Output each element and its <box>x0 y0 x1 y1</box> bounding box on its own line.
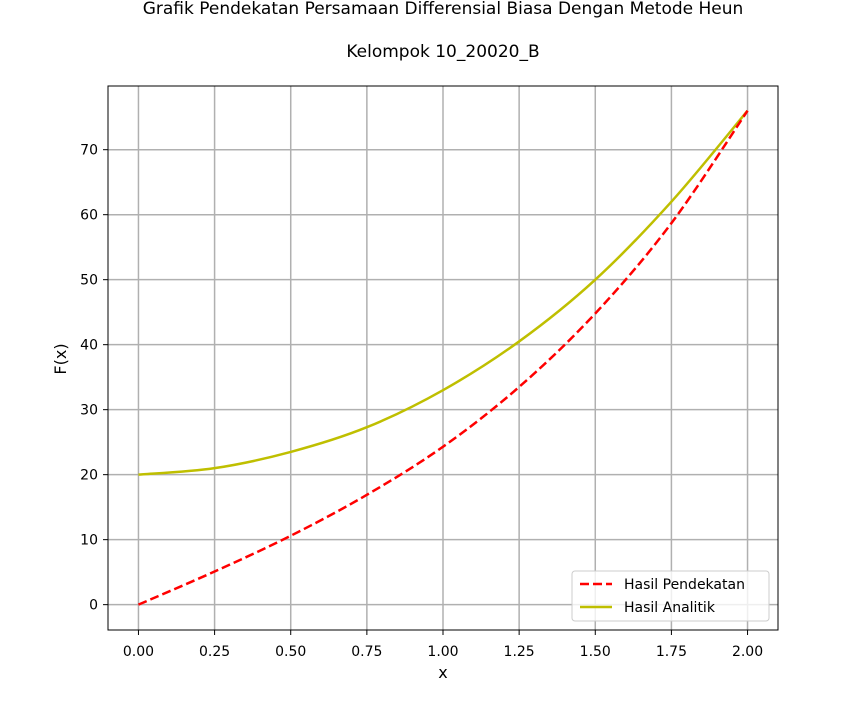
x-tick-label: 0.50 <box>275 644 306 660</box>
x-tick-label: 1.25 <box>504 644 535 660</box>
series-lines <box>137 109 749 606</box>
x-axis-label: x <box>438 663 447 682</box>
y-tick-label: 40 <box>80 338 98 354</box>
legend-box <box>571 570 770 622</box>
legend: Hasil Pendekatan Hasil Analitik <box>571 570 770 622</box>
x-tick-label: 0.00 <box>123 644 154 660</box>
grid <box>108 86 778 630</box>
y-tick-label: 30 <box>80 403 98 419</box>
legend-label-pendekatan: Hasil Pendekatan <box>624 577 745 593</box>
y-tick-label: 70 <box>80 143 98 159</box>
y-tick-label: 60 <box>80 208 98 224</box>
x-tick-label: 1.00 <box>427 644 458 660</box>
y-tick-label: 0 <box>89 598 98 614</box>
y-tick-label: 50 <box>80 273 98 289</box>
x-tick-label: 0.25 <box>199 644 230 660</box>
axis-ticks: 0.00 0.25 0.50 0.75 1.00 1.25 1.50 1.75 2.00 0 10 2… <box>80 143 763 660</box>
x-tick-label: 1.50 <box>580 644 611 660</box>
chart-title: Grafik Pendekatan Persamaan Differensial… <box>143 0 744 19</box>
y-tick-label: 20 <box>80 468 98 484</box>
series-line-pendekatan <box>137 109 749 606</box>
series-line-analitik <box>138 109 749 476</box>
y-axis-label: F(x) <box>51 343 70 374</box>
chart-subtitle: Kelompok 10_20020_B <box>346 42 539 62</box>
legend-label-analitik: Hasil Analitik <box>624 600 716 616</box>
x-tick-label: 0.75 <box>351 644 382 660</box>
x-tick-label: 1.75 <box>656 644 687 660</box>
y-tick-label: 10 <box>80 533 98 549</box>
x-tick-label: 2.00 <box>732 644 763 660</box>
